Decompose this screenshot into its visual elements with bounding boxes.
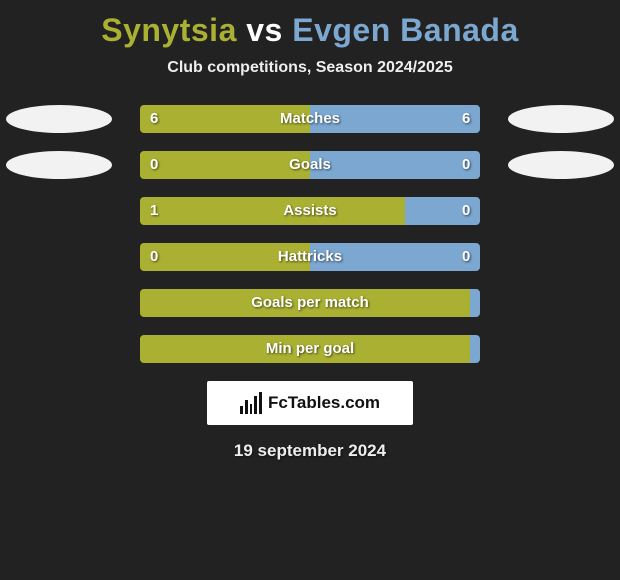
bar-left	[140, 289, 470, 317]
player-marker-right	[508, 105, 614, 133]
stat-rows: 66Matches00Goals10Assists00HattricksGoal…	[0, 105, 620, 363]
stat-value-left: 0	[150, 151, 158, 179]
stat-row: Min per goal	[0, 335, 620, 363]
stat-row: 00Hattricks	[0, 243, 620, 271]
logo-text: FcTables.com	[268, 393, 380, 413]
bar-right	[310, 151, 480, 179]
bar-chart-icon	[240, 392, 262, 414]
stat-value-left: 6	[150, 105, 158, 133]
player-marker-left	[6, 105, 112, 133]
fctables-logo: FcTables.com	[207, 381, 413, 425]
player-marker-left	[6, 151, 112, 179]
title-player-right: Evgen Banada	[292, 12, 519, 48]
bar-track	[140, 105, 480, 133]
stat-row: 66Matches	[0, 105, 620, 133]
bar-left	[140, 151, 310, 179]
bar-track	[140, 335, 480, 363]
bar-left	[140, 243, 310, 271]
bar-track	[140, 243, 480, 271]
stat-value-right: 0	[462, 197, 470, 225]
bar-left	[140, 335, 470, 363]
bar-right	[310, 105, 480, 133]
bar-track	[140, 289, 480, 317]
stat-value-right: 0	[462, 243, 470, 271]
stat-value-left: 0	[150, 243, 158, 271]
bar-left	[140, 197, 405, 225]
bar-right	[310, 243, 480, 271]
stat-value-right: 0	[462, 151, 470, 179]
stat-value-right: 6	[462, 105, 470, 133]
subtitle: Club competitions, Season 2024/2025	[0, 59, 620, 105]
title-player-left: Synytsia	[101, 12, 237, 48]
stat-row: 00Goals	[0, 151, 620, 179]
title-vs: vs	[246, 12, 283, 48]
bar-left	[140, 105, 310, 133]
player-marker-right	[508, 151, 614, 179]
bar-right	[470, 335, 480, 363]
stat-row: 10Assists	[0, 197, 620, 225]
date-label: 19 september 2024	[0, 441, 620, 461]
stat-row: Goals per match	[0, 289, 620, 317]
stat-value-left: 1	[150, 197, 158, 225]
bar-track	[140, 197, 480, 225]
bar-right	[470, 289, 480, 317]
comparison-card: Synytsia vs Evgen Banada Club competitio…	[0, 0, 620, 461]
page-title: Synytsia vs Evgen Banada	[0, 8, 620, 59]
bar-track	[140, 151, 480, 179]
